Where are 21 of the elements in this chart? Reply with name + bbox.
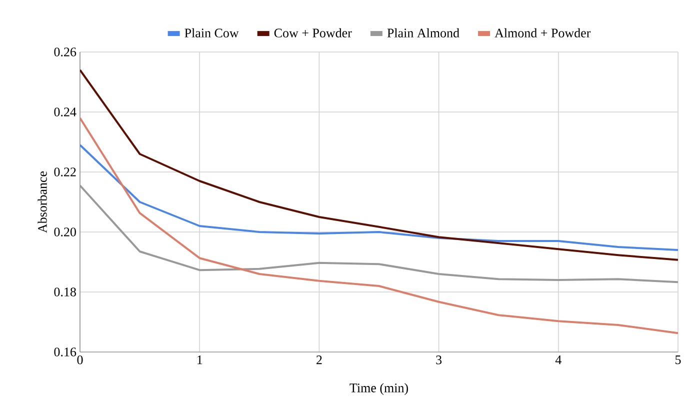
y-tick-label: 0.26 — [54, 48, 76, 56]
legend-label: Plain Almond — [387, 28, 460, 38]
x-tick-label: 0 — [77, 356, 83, 364]
y-tick-label: 0.18 — [54, 288, 76, 296]
legend-label: Plain Cow — [184, 28, 239, 38]
x-tick-label: 2 — [316, 356, 322, 364]
legend-label: Almond + Powder — [494, 28, 591, 38]
y-tick-label: 0.22 — [54, 168, 76, 176]
y-tick-label: 0.16 — [54, 348, 76, 356]
x-tick-label: 3 — [436, 356, 442, 364]
legend-label: Cow + Powder — [274, 28, 352, 38]
line-series — [80, 117, 678, 334]
x-tick-label: 5 — [676, 356, 681, 364]
x-tick-label: 4 — [555, 356, 562, 364]
y-axis-title: Absorbance — [38, 171, 47, 233]
y-tick-label: 0.20 — [54, 228, 76, 236]
line-series — [80, 184, 678, 284]
x-tick-label: 1 — [197, 356, 202, 364]
line-series — [80, 144, 678, 251]
x-axis-title: Time (min) — [350, 383, 408, 395]
y-tick-label: 0.24 — [54, 108, 76, 116]
